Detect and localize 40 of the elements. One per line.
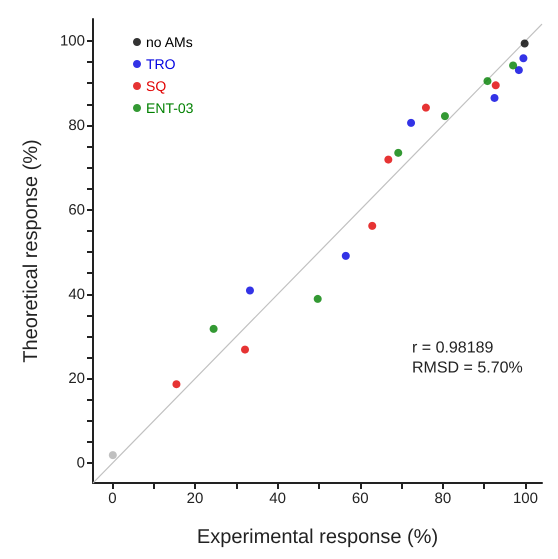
point (490, 94, 498, 102)
point (407, 118, 416, 127)
point (314, 294, 322, 303)
x-tick-label: 40 (269, 490, 286, 507)
legend-label: ENT-03 (146, 100, 194, 116)
y-tick-label: 20 (68, 370, 85, 388)
point (519, 54, 528, 62)
point (241, 346, 250, 354)
y-axis-title: Theoretical response (%) (20, 139, 42, 363)
legend-label: TRO (146, 56, 176, 72)
annotation: r = 0.98189 (412, 340, 494, 356)
y-tick-label: 100 (60, 32, 85, 50)
point (172, 380, 180, 388)
point (520, 39, 529, 48)
legend-label: no AMs (146, 34, 193, 50)
y-tick-label: 60 (68, 201, 85, 218)
point (246, 286, 254, 294)
point (514, 66, 523, 74)
x-tick-label: 0 (108, 490, 117, 507)
x-tick-label: 100 (512, 490, 538, 507)
point (440, 112, 449, 120)
legend-label: SQ (146, 78, 166, 94)
x-tick-label: 20 (186, 490, 204, 507)
annotation: RMSD = 5.70% (412, 360, 523, 376)
x-axis-title: Experimental response (%) (196, 526, 438, 548)
point (394, 148, 402, 157)
point (492, 81, 500, 90)
x-tick-label: 80 (434, 490, 452, 507)
y-tick-label: 80 (68, 116, 85, 134)
y-tick-label: 40 (68, 286, 85, 303)
point (509, 61, 518, 70)
point (342, 252, 350, 260)
point (483, 77, 492, 86)
x-tick-label: 60 (352, 490, 369, 507)
y-tick-label: 0 (76, 454, 85, 472)
point (422, 104, 430, 112)
point (384, 156, 392, 164)
point (210, 324, 218, 333)
point (108, 451, 117, 460)
point (368, 222, 376, 230)
